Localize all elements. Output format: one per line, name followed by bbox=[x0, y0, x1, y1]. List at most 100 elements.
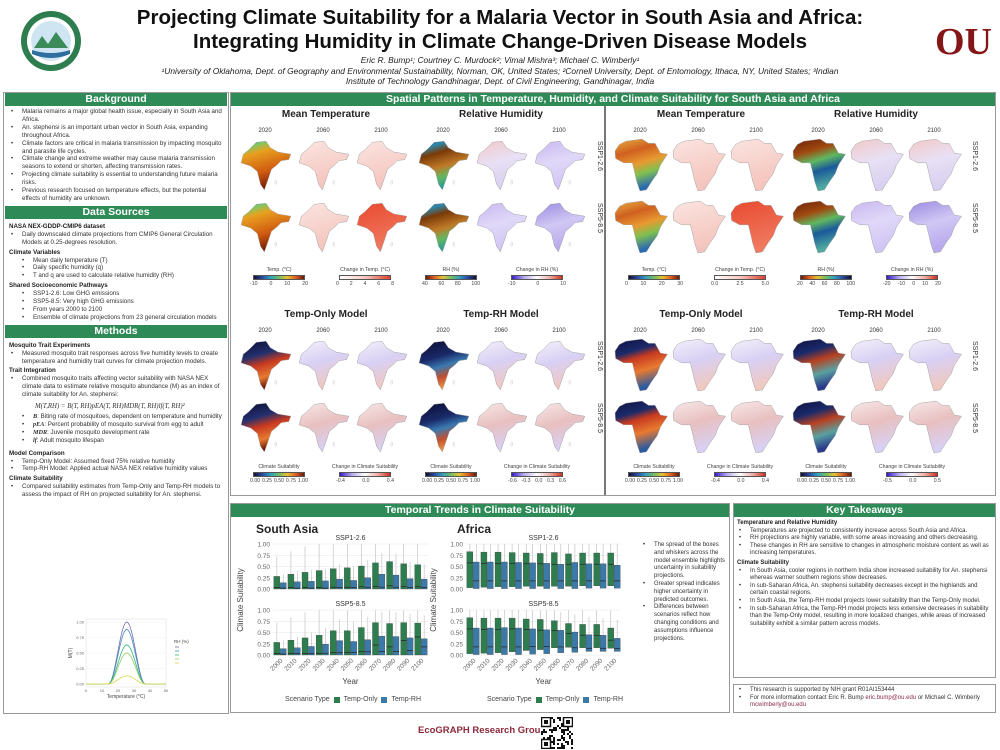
list-item: The spread of the boxes and whiskers acr… bbox=[641, 542, 727, 581]
box-temp-rh bbox=[571, 562, 579, 589]
x-tick-label: 2090 bbox=[396, 657, 411, 672]
y-tick-label: 0.25 bbox=[76, 666, 85, 671]
box-temp-only bbox=[579, 552, 586, 586]
box-temp-rh bbox=[280, 582, 287, 590]
region-shape bbox=[614, 200, 668, 254]
box-temp-rh bbox=[473, 561, 480, 589]
y-tick-label: 0.50 bbox=[450, 630, 463, 637]
box-temp-rh bbox=[378, 574, 386, 590]
legend-swatch-temp-only bbox=[333, 696, 340, 703]
t2-title: Climate Suitability bbox=[737, 559, 790, 566]
box-temp-only bbox=[565, 553, 572, 587]
email-link-bump[interactable]: eric.bump@ou.edu bbox=[865, 694, 917, 701]
y-tick-label: 0.50 bbox=[450, 564, 463, 571]
region-shape bbox=[730, 138, 784, 192]
list-item: Climate change and extreme weather may c… bbox=[9, 155, 223, 171]
list-item: SSP5-8.5: Very high GHG emissions bbox=[9, 298, 223, 306]
colorbar-tick: 10 bbox=[922, 281, 929, 287]
x-tick-label: 2060 bbox=[547, 657, 562, 672]
map-group-title: Temp-RH Model bbox=[463, 309, 539, 320]
year-label: 2020 bbox=[811, 128, 825, 134]
map-africa bbox=[672, 138, 726, 192]
list-item: Combined mosquito traits affecting vecto… bbox=[9, 375, 223, 399]
y-tick-label: 0.25 bbox=[450, 575, 463, 582]
x-axis-label: Year bbox=[342, 677, 359, 686]
map-africa bbox=[908, 200, 962, 254]
map-asia bbox=[356, 341, 408, 391]
colorbar-tick: 0 bbox=[336, 281, 339, 287]
y-tick-label: 0.75 bbox=[257, 553, 270, 560]
scenario-label: SSP5-8.5 bbox=[596, 203, 603, 233]
region-shape bbox=[792, 338, 846, 392]
colorbar-gradient bbox=[628, 472, 680, 477]
y-tick-label: 1.00 bbox=[257, 542, 270, 549]
x-tick-label: 2100 bbox=[603, 657, 618, 672]
y-tick-label: 0.00 bbox=[257, 653, 270, 660]
spatial-panel: Spatial Patterns in Temperature, Humidit… bbox=[230, 92, 996, 496]
list-item: From years 2000 to 2100 bbox=[9, 306, 223, 314]
scenario-label: SSP5-8.5 bbox=[971, 203, 978, 233]
colorbar-tick: -0.5 bbox=[883, 478, 892, 484]
list-item: Temperatures are projected to consistent… bbox=[737, 528, 992, 536]
panel-title: SSP5-8.5 bbox=[336, 601, 366, 608]
colorbar-tick: 1.00 bbox=[297, 478, 308, 484]
year-label: 2100 bbox=[552, 328, 566, 334]
list-item: Projecting climate suitability is essent… bbox=[9, 171, 223, 187]
region-shape bbox=[240, 203, 292, 253]
region-shape bbox=[476, 141, 528, 191]
colorbar: Climate Suitability 0.00 0.25 0.50 0.75 1.00 bbox=[239, 464, 319, 484]
email-link-wimberly[interactable]: mcwimberly@ou.edu bbox=[750, 702, 807, 709]
year-label: 2060 bbox=[316, 128, 330, 134]
x-axis-label: Year bbox=[535, 677, 552, 686]
map-group-title: Mean Temperature bbox=[656, 109, 746, 120]
box-temp-rh bbox=[614, 638, 621, 652]
term-item: lf: Adult mosquito lifespan bbox=[9, 437, 223, 445]
acknowledgment-box: This research is supported by NIH grant … bbox=[733, 684, 996, 713]
box-temp-only bbox=[551, 552, 558, 587]
region-shape bbox=[476, 403, 528, 453]
colorbar-tick: 2.5 bbox=[736, 281, 744, 287]
vars-title: Climate Variables bbox=[9, 248, 61, 256]
y-tick-label: 0.25 bbox=[257, 575, 270, 582]
colorbar-ticks: 0 10 20 30 bbox=[625, 281, 683, 287]
mt-chart: 0.00 0.25 0.50 0.75 1.00 0 10 20 30 40 50 Temperatu… bbox=[64, 613, 204, 708]
box-temp-only bbox=[537, 619, 544, 650]
map-africa bbox=[792, 400, 846, 454]
box-temp-rh bbox=[406, 637, 414, 656]
region-shape bbox=[614, 138, 668, 192]
colorbar-tick: -0.3 bbox=[521, 478, 531, 484]
colorbar-tick: -0.4 bbox=[711, 478, 720, 484]
box-temp-only bbox=[551, 620, 558, 648]
box-temp-rh bbox=[543, 563, 550, 589]
region-shape bbox=[850, 400, 904, 454]
box-temp-rh bbox=[501, 561, 508, 589]
box-temp-only bbox=[344, 630, 351, 656]
region-shape bbox=[730, 338, 784, 392]
methods-heading: Methods bbox=[5, 324, 227, 338]
boxplot-chart: Climate Suitability SSP1-2.6 0.00 0.25 0.50 0… bbox=[236, 535, 621, 686]
x-tick-label: 2070 bbox=[368, 657, 383, 672]
box-temp-only bbox=[273, 576, 280, 590]
list-item: Differences between scenarios reflect ho… bbox=[641, 604, 727, 643]
region-shape bbox=[908, 200, 962, 254]
box-temp-rh bbox=[529, 562, 536, 589]
map-asia bbox=[534, 341, 586, 391]
colorbar-label: Change in Temp. (°C) bbox=[340, 267, 390, 273]
box-temp-rh bbox=[378, 635, 386, 656]
colorbar-ticks: -20 -10 0 10 20 bbox=[883, 281, 941, 287]
colorbar-tick: -0.6 bbox=[508, 478, 517, 484]
map-asia bbox=[418, 203, 470, 253]
map-group-title: Temp-Only Model bbox=[659, 309, 743, 320]
colorbar-gradient bbox=[425, 472, 477, 477]
box-temp-only bbox=[523, 618, 530, 651]
box-temp-only bbox=[358, 627, 365, 656]
colorbar-tick: 100 bbox=[471, 281, 480, 287]
colorbar-tick: 0.50 bbox=[273, 478, 285, 484]
left-logo bbox=[20, 10, 82, 72]
map-asia bbox=[476, 403, 528, 453]
colorbar-tick: 0.5 bbox=[933, 478, 941, 484]
colorbar-ticks: 0 2 4 6 8 bbox=[336, 281, 394, 287]
box-temp-only bbox=[372, 622, 379, 656]
qr-code[interactable] bbox=[541, 717, 573, 749]
year-label: 2100 bbox=[374, 328, 388, 334]
